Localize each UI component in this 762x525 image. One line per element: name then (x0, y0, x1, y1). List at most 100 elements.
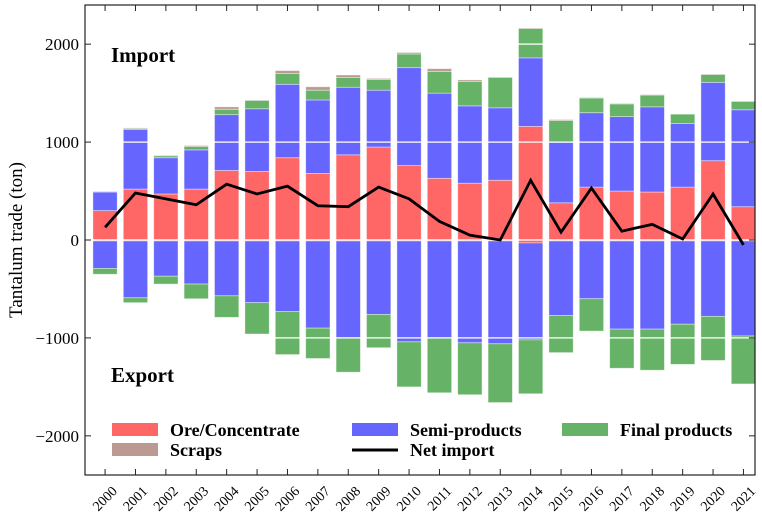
bar-import-final-products-2015 (549, 121, 573, 143)
x-tick-label-2018: 2018 (638, 484, 668, 514)
bar-export-final-products-2016 (579, 299, 603, 331)
y-axis-label: Tantalum trade (ton) (6, 162, 27, 318)
bar-import-ore-concentrate-2004 (215, 170, 239, 240)
y-tick-label: −1000 (35, 329, 79, 348)
bar-import-final-products-2008 (336, 77, 360, 87)
x-tick-label-2002: 2002 (151, 484, 181, 514)
legend-label-semi-products: Semi-products (410, 420, 522, 440)
legend-swatch-ore-concentrate (112, 423, 158, 436)
bar-export-semi-products-2020 (701, 241, 725, 316)
bar-export-final-products-2015 (549, 315, 573, 352)
bar-export-final-products-2000 (93, 268, 117, 274)
bar-import-final-products-2020 (701, 75, 725, 83)
bar-export-final-products-2017 (610, 329, 634, 368)
bar-export-final-products-2014 (518, 340, 542, 394)
bar-export-semi-products-2007 (306, 241, 330, 328)
bar-export-semi-products-2018 (640, 241, 664, 329)
bar-import-semi-products-2014 (518, 58, 542, 127)
import-annotation: Import (111, 43, 175, 67)
bar-import-semi-products-2016 (579, 113, 603, 187)
bar-import-final-products-2005 (245, 100, 269, 108)
bar-import-final-products-2007 (306, 90, 330, 100)
bar-import-scraps-2012 (458, 80, 482, 81)
bar-import-final-products-2004 (215, 109, 239, 114)
x-tick-label-2003: 2003 (182, 484, 212, 514)
x-tick-label-2007: 2007 (303, 484, 333, 514)
bar-export-semi-products-2015 (549, 241, 573, 315)
bar-import-final-products-2003 (184, 146, 208, 149)
bar-import-final-products-2010 (397, 54, 421, 68)
bar-import-ore-concentrate-2016 (579, 187, 603, 240)
bar-import-semi-products-2005 (245, 109, 269, 172)
bar-export-final-products-2021 (731, 336, 755, 384)
bar-import-final-products-2018 (640, 95, 664, 107)
x-tick-label-2010: 2010 (394, 484, 424, 514)
bar-import-semi-products-2011 (427, 93, 451, 178)
bar-import-scraps-2007 (306, 87, 330, 90)
bar-import-ore-concentrate-2018 (640, 192, 664, 240)
legend-label-ore-concentrate: Ore/Concentrate (170, 420, 300, 440)
bar-export-final-products-2011 (427, 338, 451, 393)
bars-layer (93, 28, 756, 403)
bar-export-semi-products-2003 (184, 241, 208, 284)
bar-import-ore-concentrate-2005 (245, 171, 269, 240)
bar-import-semi-products-2012 (458, 106, 482, 183)
x-tick-label-2009: 2009 (364, 484, 394, 514)
bar-import-final-products-2019 (670, 114, 694, 123)
bar-import-ore-concentrate-2006 (275, 158, 299, 240)
bar-import-final-products-2013 (488, 77, 512, 107)
bar-import-final-products-2014 (518, 29, 542, 58)
bar-export-semi-products-2019 (670, 241, 694, 324)
bar-import-final-products-2011 (427, 72, 451, 94)
x-tick-label-2020: 2020 (698, 484, 728, 514)
legend-swatch-semi-products (352, 423, 398, 436)
y-tick-label: 1000 (45, 133, 79, 152)
bar-import-semi-products-2001 (123, 129, 147, 189)
bar-import-ore-concentrate-2010 (397, 166, 421, 240)
legend-swatch-final-products (562, 423, 608, 436)
x-tick-label-2000: 2000 (90, 484, 120, 514)
bar-import-semi-products-2021 (731, 110, 755, 207)
x-tick-label-2019: 2019 (668, 484, 698, 514)
bar-export-semi-products-2013 (488, 241, 512, 344)
bar-export-final-products-2004 (215, 296, 239, 318)
bar-export-final-products-2008 (336, 338, 360, 372)
bar-import-semi-products-2019 (670, 123, 694, 187)
bar-import-semi-products-2017 (610, 117, 634, 191)
bar-export-semi-products-2001 (123, 241, 147, 298)
bar-import-scraps-2003 (184, 146, 208, 147)
bar-export-semi-products-2021 (731, 241, 755, 336)
bar-export-semi-products-2006 (275, 241, 299, 312)
x-tick-label-2004: 2004 (212, 484, 242, 514)
bar-export-final-products-2018 (640, 329, 664, 370)
legend-swatch-scraps (112, 443, 158, 456)
bar-export-semi-products-2017 (610, 241, 634, 329)
bar-export-final-products-2019 (670, 324, 694, 364)
bar-import-semi-products-2003 (184, 150, 208, 189)
bar-import-semi-products-2009 (366, 90, 390, 147)
x-tick-label-2014: 2014 (516, 484, 546, 514)
bar-import-ore-concentrate-2013 (488, 180, 512, 240)
bar-export-final-products-2005 (245, 303, 269, 334)
x-tick-label-2021: 2021 (729, 484, 759, 514)
bar-import-semi-products-2006 (275, 84, 299, 157)
bar-import-ore-concentrate-2017 (610, 191, 634, 240)
bar-import-final-products-2006 (275, 74, 299, 85)
bar-import-semi-products-2013 (488, 108, 512, 180)
bar-export-final-products-2009 (366, 314, 390, 347)
bar-export-final-products-2012 (458, 343, 482, 395)
x-tick-label-2015: 2015 (546, 484, 576, 514)
bar-import-semi-products-2020 (701, 82, 725, 160)
bar-import-final-products-2012 (458, 81, 482, 105)
bar-export-semi-products-2008 (336, 241, 360, 338)
bar-export-semi-products-2000 (93, 241, 117, 268)
bar-export-final-products-2001 (123, 298, 147, 303)
bar-export-final-products-2006 (275, 311, 299, 354)
bar-import-ore-concentrate-2011 (427, 178, 451, 240)
bar-import-scraps-2008 (336, 75, 360, 77)
bar-export-semi-products-2012 (458, 241, 482, 343)
x-tick-label-2016: 2016 (577, 484, 607, 514)
bar-export-semi-products-2016 (579, 241, 603, 299)
